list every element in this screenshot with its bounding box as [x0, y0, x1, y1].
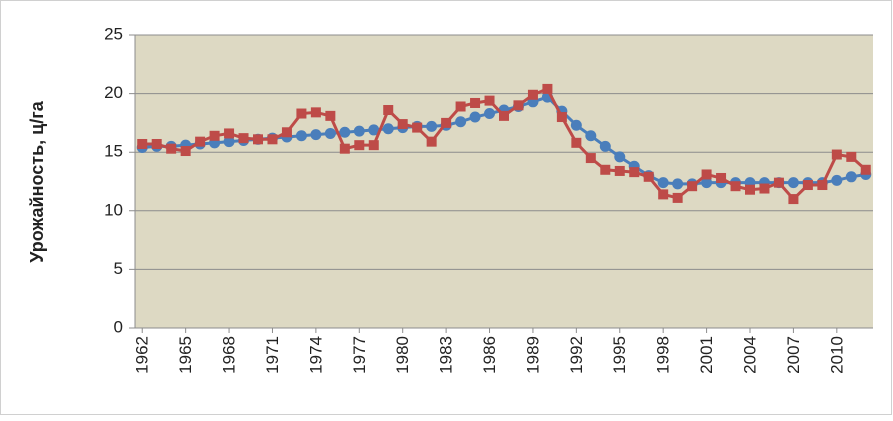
x-tick-label: 2004 — [740, 336, 759, 374]
x-tick-label: 1968 — [220, 336, 239, 374]
point — [238, 133, 249, 144]
point — [209, 130, 220, 141]
y-tick-label: 5 — [114, 259, 123, 278]
x-tick-label: 2001 — [697, 336, 716, 374]
point — [716, 172, 727, 183]
point — [585, 153, 596, 164]
point — [527, 89, 538, 100]
y-tick-label: 0 — [114, 317, 123, 336]
point — [600, 164, 611, 175]
point — [383, 105, 394, 116]
point — [831, 174, 843, 186]
x-tick-label: 1980 — [393, 336, 412, 374]
x-tick-label: 1989 — [523, 336, 542, 374]
point — [556, 112, 567, 123]
x-tick-label: 1998 — [654, 336, 673, 374]
point — [455, 101, 466, 112]
x-tick-label: 1962 — [133, 336, 152, 374]
point — [455, 116, 467, 128]
point — [354, 140, 365, 151]
point — [759, 183, 770, 194]
y-axis-label: Урожайность, ц/га — [27, 100, 47, 262]
y-tick-label: 25 — [104, 24, 123, 43]
point — [542, 83, 553, 94]
point — [324, 127, 336, 139]
point — [484, 95, 495, 106]
point — [310, 107, 321, 118]
point — [368, 124, 380, 136]
point — [469, 111, 481, 123]
point — [253, 134, 263, 145]
point — [614, 151, 626, 163]
point — [672, 178, 684, 190]
point — [701, 169, 712, 180]
point — [570, 119, 582, 131]
x-tick-label: 2007 — [784, 336, 803, 374]
point — [137, 138, 148, 149]
point — [658, 189, 669, 200]
point — [860, 164, 871, 175]
point — [672, 192, 683, 203]
point — [845, 171, 857, 183]
point — [339, 143, 350, 154]
point — [773, 177, 784, 188]
point — [802, 180, 813, 191]
x-tick-label: 1986 — [480, 336, 499, 374]
point — [281, 127, 292, 138]
point — [817, 180, 828, 191]
y-tick-label: 10 — [104, 200, 123, 219]
point — [412, 122, 423, 133]
point — [368, 140, 379, 151]
point — [585, 130, 597, 142]
point — [614, 165, 625, 176]
point — [499, 110, 509, 121]
point — [382, 123, 394, 135]
point — [426, 120, 438, 132]
y-tick-label: 20 — [104, 83, 123, 102]
point — [223, 136, 235, 148]
point — [224, 128, 235, 139]
point — [730, 181, 741, 192]
y-tick-label: 15 — [104, 142, 123, 161]
point — [267, 134, 278, 145]
point — [470, 97, 481, 108]
point — [195, 136, 206, 147]
point — [513, 100, 524, 111]
x-tick-label: 1995 — [610, 336, 629, 374]
x-tick-label: 1971 — [263, 336, 282, 374]
point — [397, 119, 408, 130]
point — [296, 108, 307, 119]
x-tick-label: 2010 — [827, 336, 846, 374]
point — [657, 177, 669, 189]
point — [426, 136, 437, 147]
point — [643, 171, 654, 182]
point — [701, 177, 713, 189]
point — [484, 108, 496, 120]
x-tick-label: 1965 — [176, 336, 195, 374]
point — [180, 146, 191, 157]
point — [325, 110, 336, 121]
point — [151, 138, 162, 149]
x-tick-label: 1983 — [437, 336, 456, 374]
x-tick-label: 1992 — [567, 336, 586, 374]
point — [571, 137, 582, 148]
point — [295, 130, 307, 142]
x-tick-label: 1974 — [306, 336, 325, 374]
point — [787, 177, 799, 189]
point — [310, 129, 322, 141]
point — [687, 181, 698, 192]
point — [166, 143, 177, 154]
point — [788, 194, 799, 205]
x-tick-label: 1977 — [350, 336, 369, 374]
point — [339, 126, 351, 138]
point — [353, 125, 365, 137]
point — [846, 151, 857, 162]
point — [599, 140, 611, 152]
point — [441, 117, 452, 128]
point — [629, 167, 640, 178]
point — [831, 149, 842, 160]
point — [745, 184, 755, 195]
